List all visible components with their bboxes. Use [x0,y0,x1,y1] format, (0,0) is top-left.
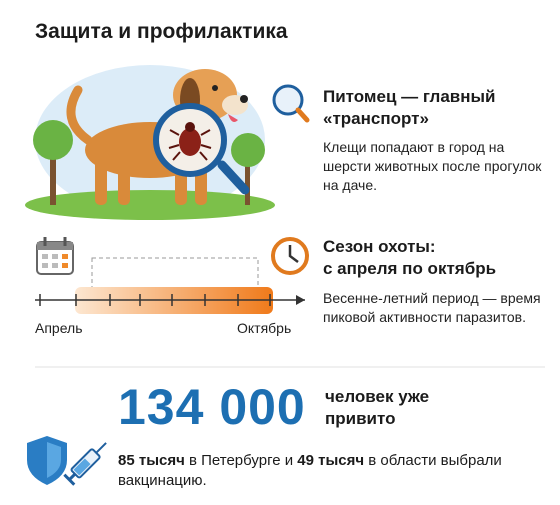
magnifier [153,103,250,195]
season-text: Весенне-летний период — время пиковой ак… [323,290,541,325]
vaccinated-number: 134 000 [118,379,306,435]
highlight-text: 85 тысяч [118,452,185,469]
season-heading: Сезон охоты: с апреля по октябрь [323,236,496,280]
clock-icon [271,237,309,275]
pet-heading: Питомец — главный «транспорт» [323,86,495,130]
vaccinated-caption: человек уже привито [325,387,430,428]
detail-text: в Петербурге и [184,452,298,469]
heading-line: «транспорт» [323,109,429,128]
shield-icon [27,436,67,485]
calendar-icon [36,237,74,275]
grass [25,190,275,220]
search-icon [272,84,310,123]
detail-text: в области выбрали вакцинацию. [118,452,502,489]
heading-line: Сезон охоты: [323,237,436,256]
highlight-text: 49 тысяч [297,452,365,469]
title: Защита и профилактика [35,20,288,43]
pet-text: Клещи попадают в город на шерсти животны… [323,139,542,193]
timeline-end: Октябрь [237,320,292,336]
syringe-icon [63,442,107,486]
timeline [35,257,305,314]
timeline-start: Апрель [35,320,83,336]
vaccination-details: 85 тысяч в Петербурге и 49 тысяч в облас… [118,451,508,491]
heading-line: Питомец — главный [323,87,496,106]
heading-line: с апреля по октябрь [323,259,497,278]
